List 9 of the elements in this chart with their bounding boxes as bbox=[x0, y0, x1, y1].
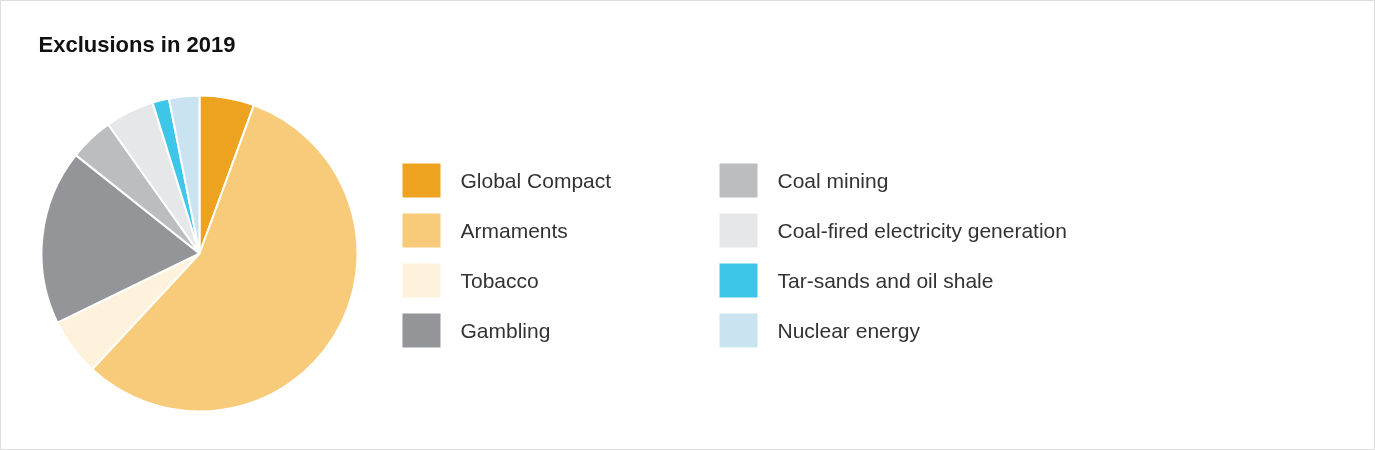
legend-label: Tobacco bbox=[460, 269, 539, 292]
legend-label: Gambling bbox=[460, 319, 551, 342]
legend-label: Coal-fired electricity generation bbox=[777, 219, 1067, 242]
chart-title: Exclusions in 2019 bbox=[38, 32, 236, 57]
legend-label: Tar-sands and oil shale bbox=[777, 269, 994, 292]
legend-label: Global Compact bbox=[460, 169, 612, 192]
legend-label: Armaments bbox=[460, 219, 568, 242]
legend-label: Nuclear energy bbox=[777, 319, 921, 342]
legend-label: Coal mining bbox=[777, 169, 889, 192]
